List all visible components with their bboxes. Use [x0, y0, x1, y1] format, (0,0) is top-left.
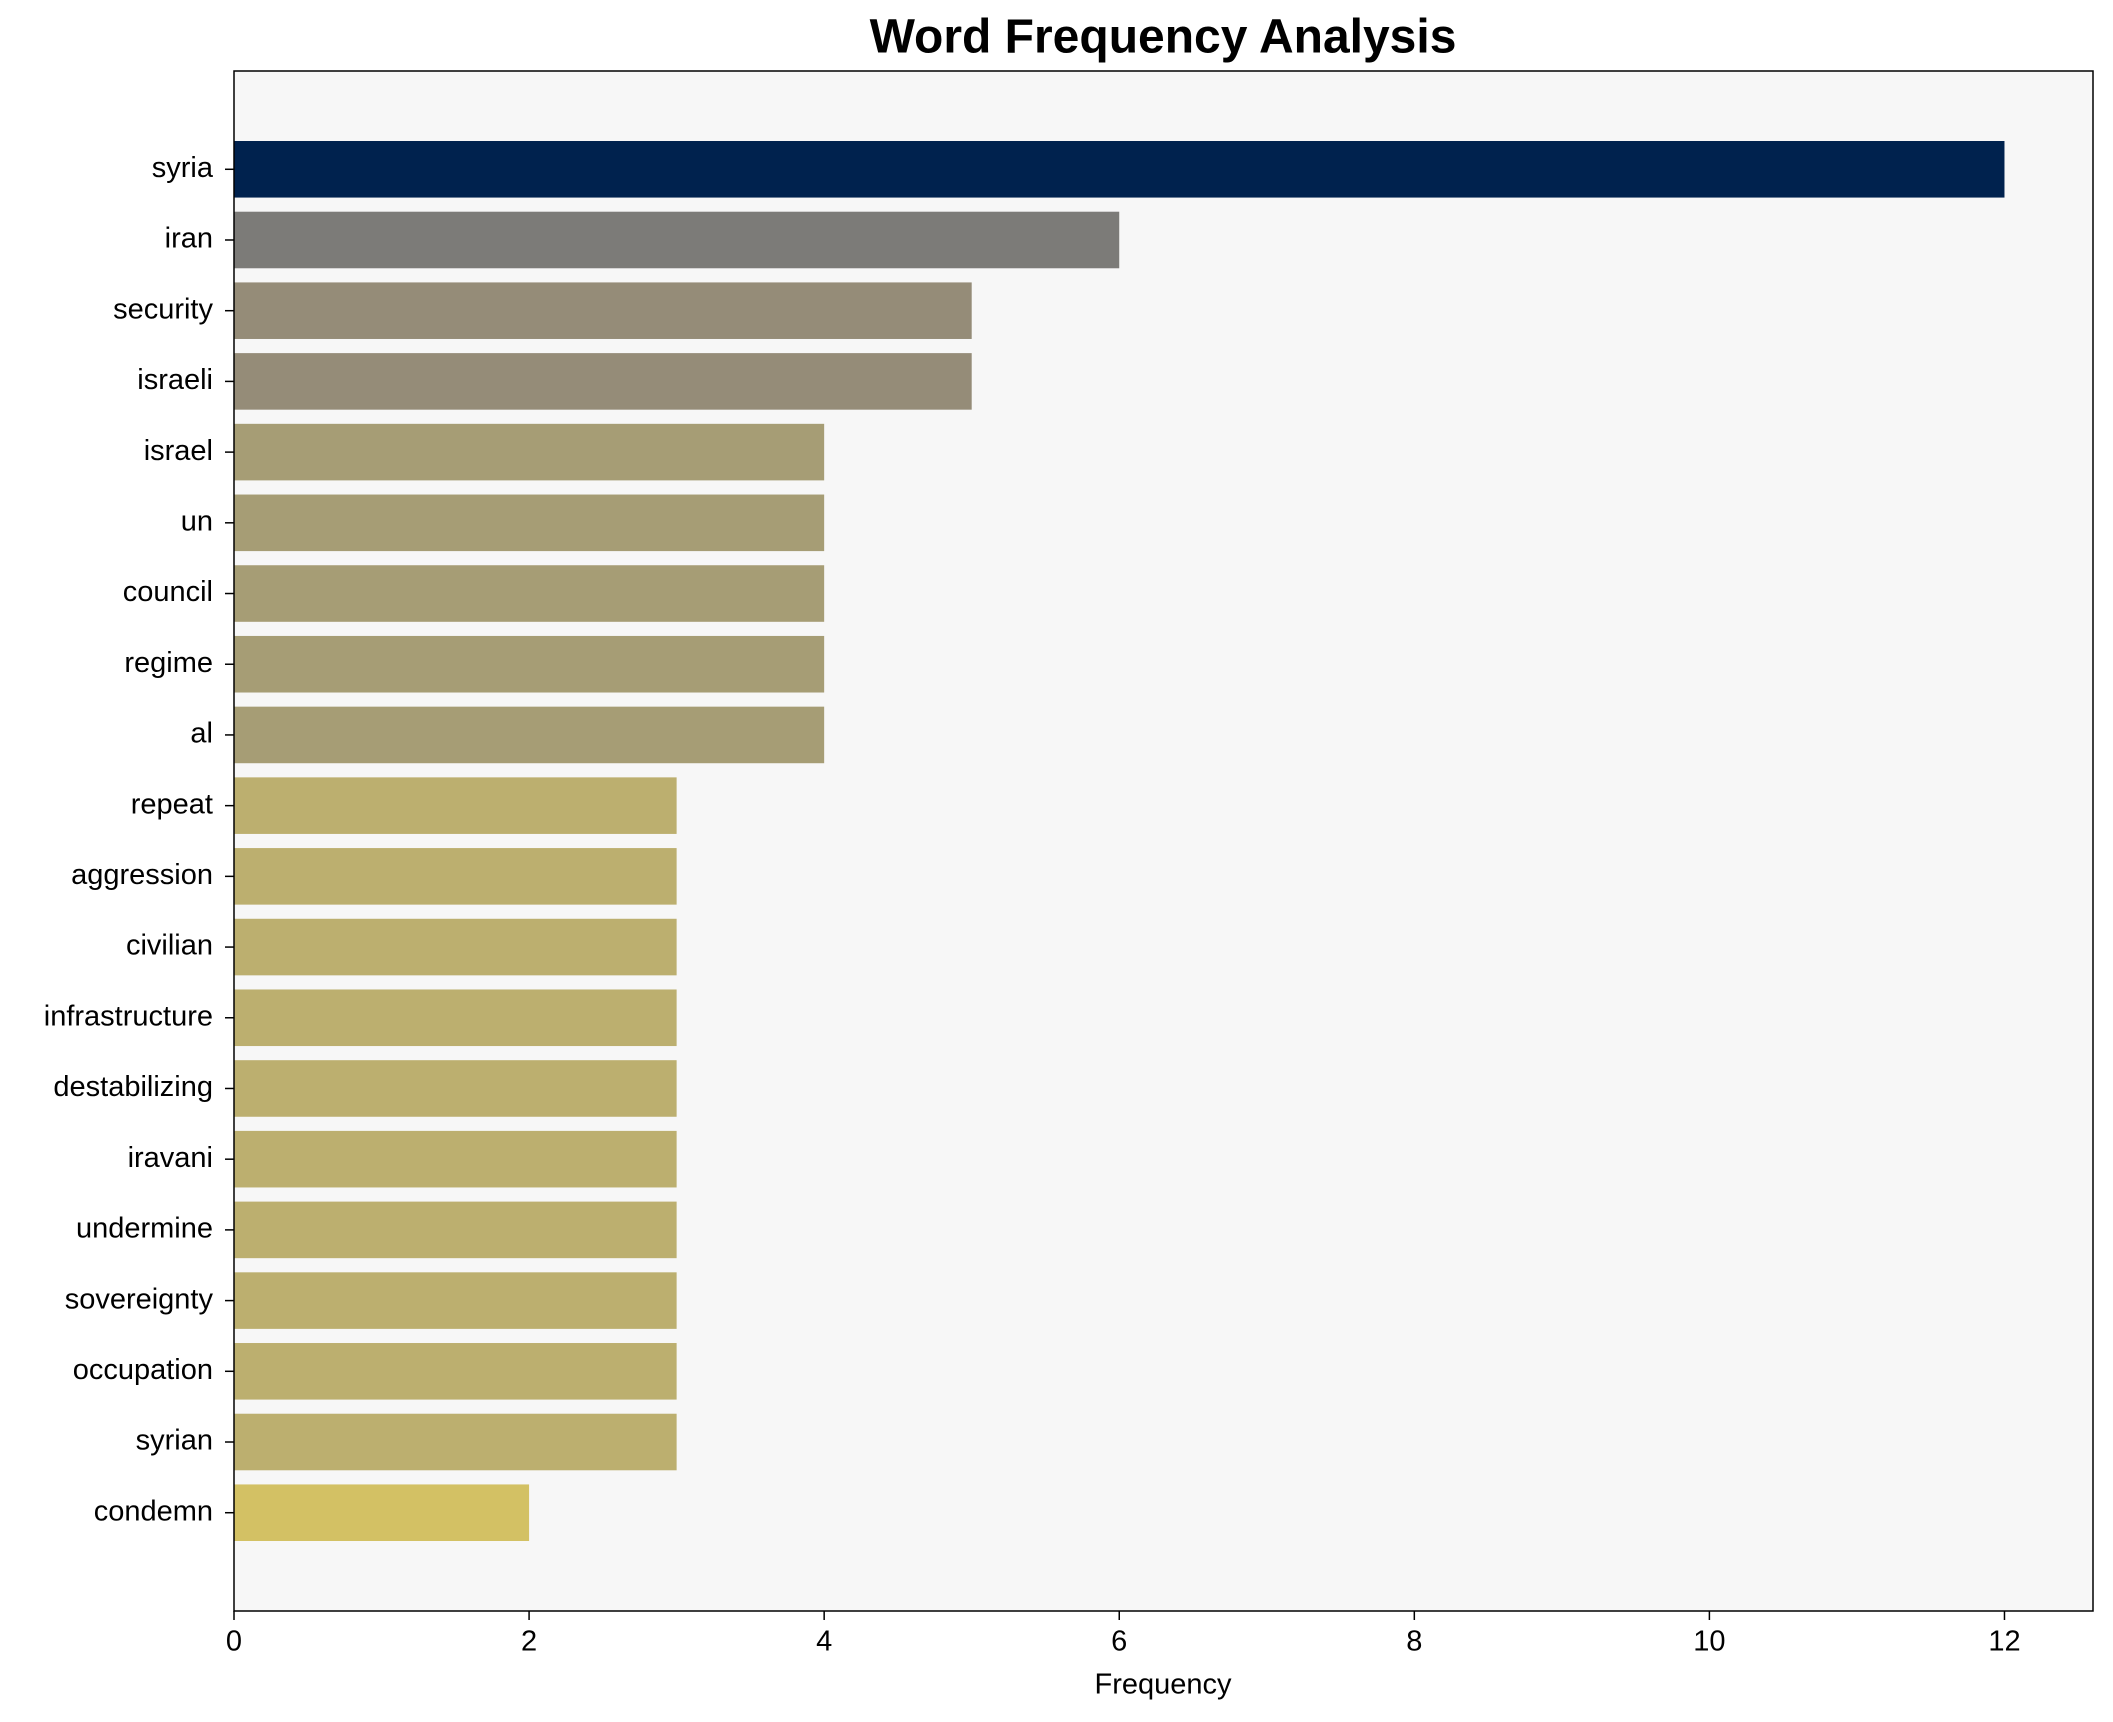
y-tick-label: repeat: [131, 788, 213, 820]
x-tick-label: 12: [1988, 1626, 2020, 1658]
bar: [234, 494, 825, 552]
bar: [234, 423, 825, 481]
y-tick-label: syrian: [136, 1425, 213, 1457]
bar: [234, 706, 825, 764]
x-tick-label: 0: [226, 1626, 242, 1658]
bar: [234, 918, 677, 976]
bar: [234, 565, 825, 622]
y-tick-label: al: [190, 718, 213, 750]
y-tick-label: condemn: [94, 1495, 213, 1527]
y-tick-label: undermine: [76, 1213, 213, 1245]
bar: [234, 989, 677, 1047]
y-tick-label: israeli: [137, 364, 213, 396]
y-tick-label: regime: [124, 647, 213, 679]
bar: [234, 1272, 677, 1329]
x-axis-label: Frequency: [1094, 1669, 1232, 1701]
y-tick-label: destabilizing: [53, 1071, 213, 1103]
x-tick-label: 2: [521, 1626, 537, 1658]
x-tick-label: 6: [1111, 1626, 1127, 1658]
y-tick-label: civilian: [126, 930, 213, 962]
bar: [234, 1484, 530, 1541]
y-tick-label: israel: [144, 435, 213, 467]
x-tick-label: 8: [1406, 1626, 1422, 1658]
bar: [234, 211, 1120, 269]
chart-title: Word Frequency Analysis: [870, 11, 1457, 64]
bar: [234, 848, 677, 905]
y-tick-label: iravani: [128, 1142, 213, 1174]
y-tick-label: syria: [152, 152, 214, 184]
y-tick-label: un: [181, 505, 213, 537]
bar: [234, 1201, 677, 1259]
y-tick-label: occupation: [73, 1354, 213, 1386]
y-tick-label: iran: [165, 223, 213, 255]
bar: [234, 1130, 677, 1188]
bar: [234, 282, 972, 339]
y-tick-label: council: [123, 576, 213, 608]
y-tick-label: aggression: [71, 859, 213, 891]
bar: [234, 1343, 677, 1400]
bar: [234, 1060, 677, 1117]
plot-frame: [233, 70, 2094, 1612]
y-tick-label: infrastructure: [44, 1000, 213, 1032]
y-tick-label: sovereignty: [65, 1283, 214, 1315]
bar: [234, 1413, 677, 1471]
x-tick-label: 4: [816, 1626, 832, 1658]
x-tick-label: 10: [1693, 1626, 1725, 1658]
bar: [234, 777, 677, 834]
bar: [234, 635, 825, 693]
bar: [234, 353, 972, 410]
y-tick-label: security: [113, 293, 213, 325]
bar: [234, 141, 2005, 198]
